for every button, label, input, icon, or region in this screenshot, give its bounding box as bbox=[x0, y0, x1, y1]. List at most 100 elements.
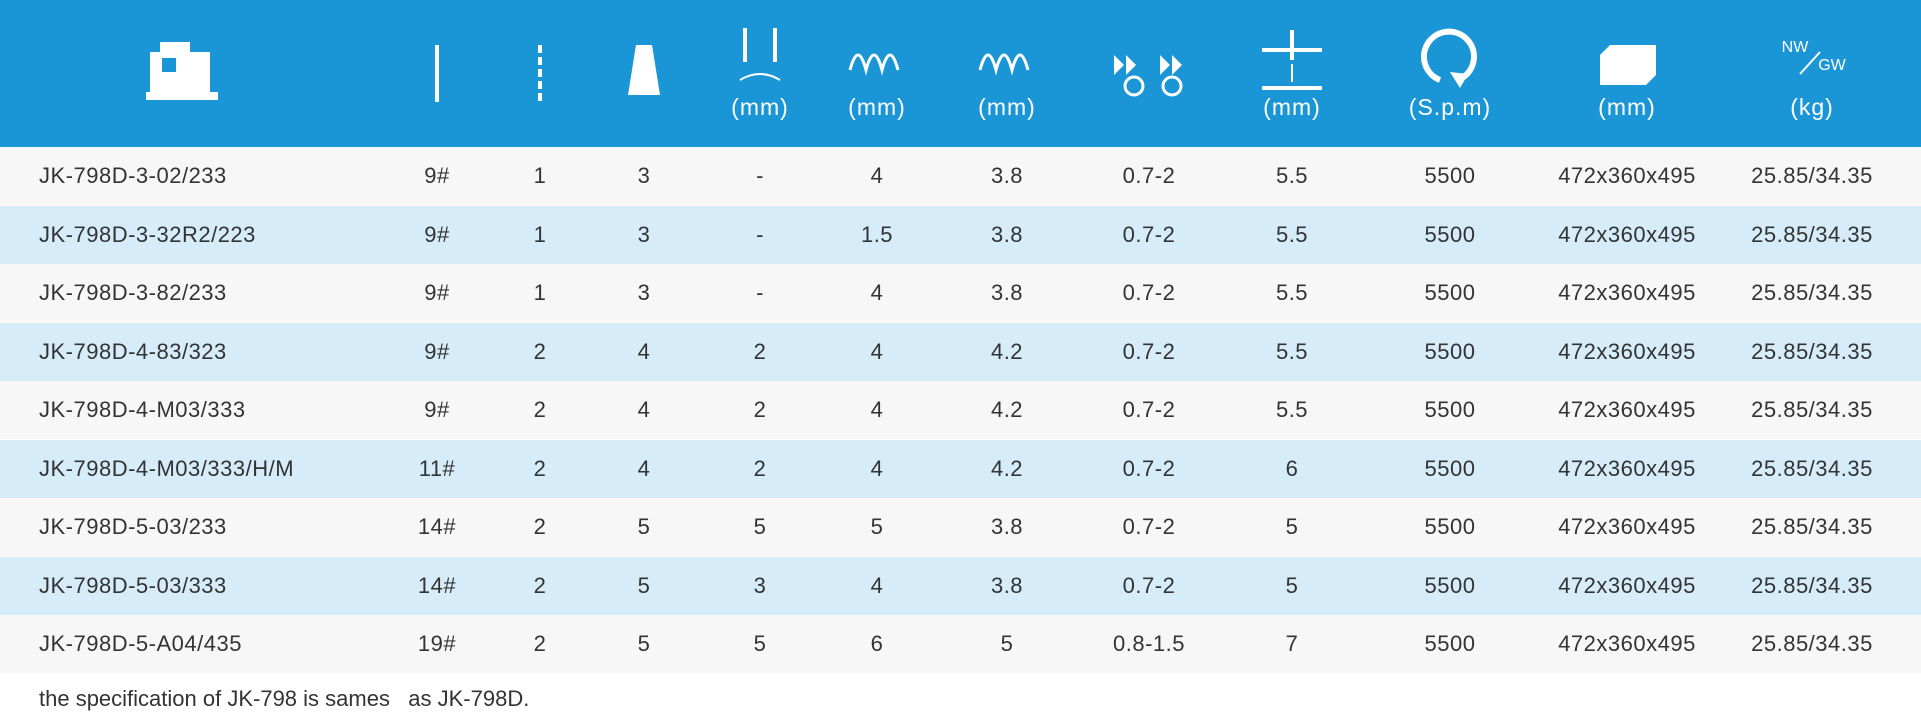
value-cell: 4 bbox=[637, 338, 651, 364]
value-cell: 472x360x495 bbox=[1558, 221, 1696, 247]
value-cell: 5 bbox=[1285, 572, 1299, 598]
value-cell: 0.7-2 bbox=[1122, 338, 1176, 364]
footnote: the specification of JK-798 is sames as … bbox=[39, 686, 530, 711]
value-cell: 9# bbox=[424, 280, 450, 305]
value-cell: 4 bbox=[870, 572, 884, 598]
value-cell: 25.85/34.35 bbox=[1751, 221, 1873, 247]
gw-label: GW bbox=[1818, 57, 1846, 74]
value-cell: 5.5 bbox=[1275, 280, 1309, 305]
value-cell: 2 bbox=[533, 397, 547, 422]
value-cell: 2 bbox=[753, 338, 767, 364]
model-cell: JK-798D-5-A04/435 bbox=[39, 631, 242, 656]
unit-label: (mm) bbox=[848, 94, 906, 120]
value-cell: 5500 bbox=[1424, 338, 1476, 364]
unit-label: (mm) bbox=[731, 94, 789, 120]
value-cell: 25.85/34.35 bbox=[1751, 338, 1873, 364]
table-row: JK-798D-5-A04/435 19# 2 5 5 6 5 0.8-1.5 7 5500 472… bbox=[0, 615, 1921, 673]
value-cell: 4 bbox=[870, 455, 884, 481]
value-cell: 4.2 bbox=[990, 338, 1024, 364]
value-cell: 472x360x495 bbox=[1558, 514, 1696, 539]
value-cell: 9# bbox=[424, 397, 450, 422]
table-row: JK-798D-5-03/233 14# 2 5 5 5 3.8 0.7-2 5 5500 472x… bbox=[0, 498, 1921, 556]
value-cell: 5 bbox=[870, 514, 884, 539]
nw-label: NW bbox=[1782, 39, 1810, 56]
unit-label: (mm) bbox=[1598, 94, 1656, 120]
value-cell: 2 bbox=[753, 397, 767, 422]
model-cell: JK-798D-5-03/333 bbox=[39, 572, 227, 598]
value-cell: 25.85/34.35 bbox=[1751, 397, 1873, 422]
value-cell: - bbox=[756, 163, 764, 188]
value-cell: 4 bbox=[870, 397, 884, 422]
presser-icon bbox=[1262, 30, 1322, 90]
value-cell: 14# bbox=[417, 514, 457, 539]
value-cell: - bbox=[756, 280, 764, 305]
twin-needle-icon bbox=[739, 28, 781, 81]
value-cell: 5 bbox=[753, 514, 767, 539]
model-cell: JK-798D-4-M03/333/H/M bbox=[39, 455, 295, 481]
value-cell: 2 bbox=[533, 455, 547, 481]
value-cell: 2 bbox=[533, 631, 547, 656]
value-cell: 25.85/34.35 bbox=[1751, 631, 1873, 656]
stitch-icon bbox=[848, 53, 900, 76]
value-cell: 472x360x495 bbox=[1558, 631, 1696, 656]
value-cell: 3 bbox=[753, 572, 767, 598]
value-cell: 3.8 bbox=[990, 572, 1024, 598]
model-cell: JK-798D-3-02/233 bbox=[39, 163, 227, 188]
value-cell: 5500 bbox=[1424, 572, 1476, 598]
value-cell: 5.5 bbox=[1275, 221, 1309, 247]
unit-label: (kg) bbox=[1790, 94, 1834, 120]
model-cell: JK-798D-3-82/233 bbox=[39, 280, 227, 305]
value-cell: 4.2 bbox=[990, 397, 1024, 422]
model-cell: JK-798D-5-03/233 bbox=[39, 514, 227, 539]
value-cell: 1 bbox=[533, 280, 547, 305]
value-cell: 0.7-2 bbox=[1122, 163, 1176, 188]
value-cell: - bbox=[756, 221, 764, 247]
value-cell: 2 bbox=[753, 455, 767, 481]
value-cell: 5500 bbox=[1424, 514, 1476, 539]
value-cell: 5 bbox=[1285, 514, 1299, 539]
value-cell: 5.5 bbox=[1275, 338, 1309, 364]
feed-icon bbox=[1114, 55, 1183, 97]
value-cell: 9# bbox=[424, 163, 450, 188]
speed-icon bbox=[1421, 28, 1477, 88]
model-cell: JK-798D-4-83/323 bbox=[39, 338, 227, 364]
value-cell: 6 bbox=[870, 631, 884, 656]
value-cell: 3 bbox=[637, 163, 651, 188]
value-cell: 2 bbox=[533, 572, 547, 598]
value-cell: 5500 bbox=[1424, 280, 1476, 305]
value-cell: 9# bbox=[424, 221, 450, 247]
value-cell: 5 bbox=[637, 514, 651, 539]
value-cell: 472x360x495 bbox=[1558, 338, 1696, 364]
value-cell: 4 bbox=[870, 338, 884, 364]
value-cell: 5.5 bbox=[1275, 163, 1309, 188]
value-cell: 472x360x495 bbox=[1558, 163, 1696, 188]
unit-label: (mm) bbox=[1263, 94, 1321, 120]
value-cell: 19# bbox=[417, 631, 457, 656]
stitch-icon bbox=[978, 53, 1030, 76]
value-cell: 0.7-2 bbox=[1122, 397, 1176, 422]
value-cell: 0.7-2 bbox=[1122, 221, 1176, 247]
value-cell: 3.8 bbox=[990, 514, 1024, 539]
value-cell: 5500 bbox=[1424, 631, 1476, 656]
value-cell: 1.5 bbox=[860, 221, 894, 247]
unit-label: (S.p.m) bbox=[1408, 94, 1492, 120]
value-cell: 25.85/34.35 bbox=[1751, 280, 1873, 305]
unit-label: (mm) bbox=[978, 94, 1036, 120]
header-band: NW GW (mm) (mm) (mm) (mm) (S.p.m) (mm) (… bbox=[0, 0, 1921, 147]
table-row: JK-798D-4-M03/333/H/M 11# 2 4 2 4 4.2 0.7-2 6 550… bbox=[0, 439, 1921, 498]
value-cell: 25.85/34.35 bbox=[1751, 455, 1873, 481]
table-row: JK-798D-4-M03/333 9# 2 4 2 4 4.2 0.7-2 5.5 5500 47… bbox=[0, 381, 1921, 439]
value-cell: 472x360x495 bbox=[1558, 455, 1696, 481]
machine-icon bbox=[146, 42, 218, 100]
value-cell: 5500 bbox=[1424, 455, 1476, 481]
value-cell: 5500 bbox=[1424, 397, 1476, 422]
table-row: JK-798D-4-83/323 9# 2 4 2 4 4.2 0.7-2 5.5 5500 472… bbox=[0, 322, 1921, 381]
value-cell: 25.85/34.35 bbox=[1751, 572, 1873, 598]
value-cell: 4.2 bbox=[990, 455, 1024, 481]
value-cell: 5 bbox=[637, 631, 651, 656]
value-cell: 3 bbox=[637, 221, 651, 247]
value-cell: 5500 bbox=[1424, 163, 1476, 188]
value-cell: 5500 bbox=[1424, 221, 1476, 247]
value-cell: 14# bbox=[417, 572, 457, 598]
